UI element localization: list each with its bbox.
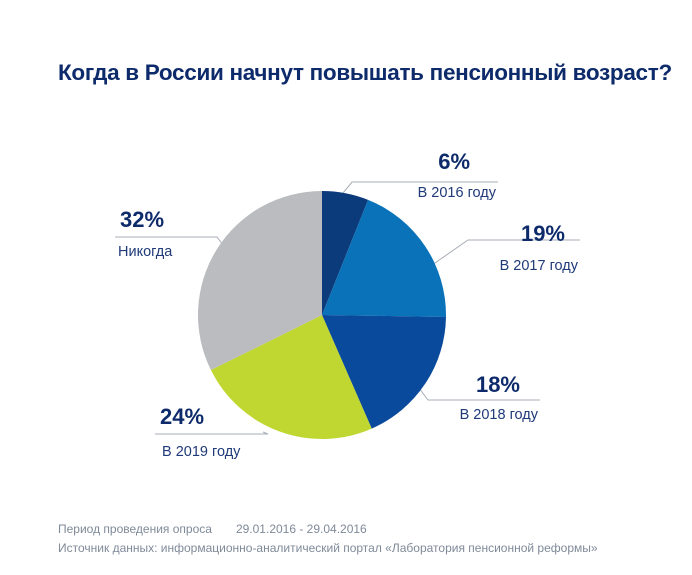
slice-labels: 6% В 2016 году 19% В 2017 году 18% В 2018 год… [118, 149, 579, 460]
leader-line [155, 431, 269, 435]
footer: Период проведения опроса 29.01.2016 - 29.… [58, 520, 598, 558]
leader-line [421, 239, 580, 273]
survey-period-label: Период проведения опроса [58, 522, 212, 536]
survey-period: Период проведения опроса 29.01.2016 - 29.… [58, 520, 598, 539]
survey-period-value: 29.01.2016 - 29.04.2016 [235, 522, 367, 536]
chart-title: Когда в России начнут повышать пенсионны… [58, 60, 672, 85]
pie-slices [198, 191, 446, 440]
slice-percent-label: 6% [438, 149, 470, 174]
slice-percent-label: 24% [160, 404, 204, 429]
slice-category-label: В 2016 году [418, 185, 497, 201]
data-source: Источник данных: информационно-аналитиче… [58, 541, 598, 555]
pie-slice [198, 191, 322, 371]
slice-percent-label: 19% [521, 221, 565, 246]
slice-category-label: Никогда [118, 244, 173, 260]
pie-slice [210, 315, 372, 440]
slice-category-label: В 2017 году [500, 258, 579, 274]
pie-slice [322, 199, 446, 317]
slice-category-label: В 2018 году [460, 407, 539, 423]
slice-percent-label: 18% [476, 372, 520, 397]
slice-percent-label: 32% [120, 207, 164, 232]
pie-slice [322, 191, 369, 315]
slice-category-label: В 2019 году [162, 444, 241, 460]
pie-slice [322, 315, 446, 429]
